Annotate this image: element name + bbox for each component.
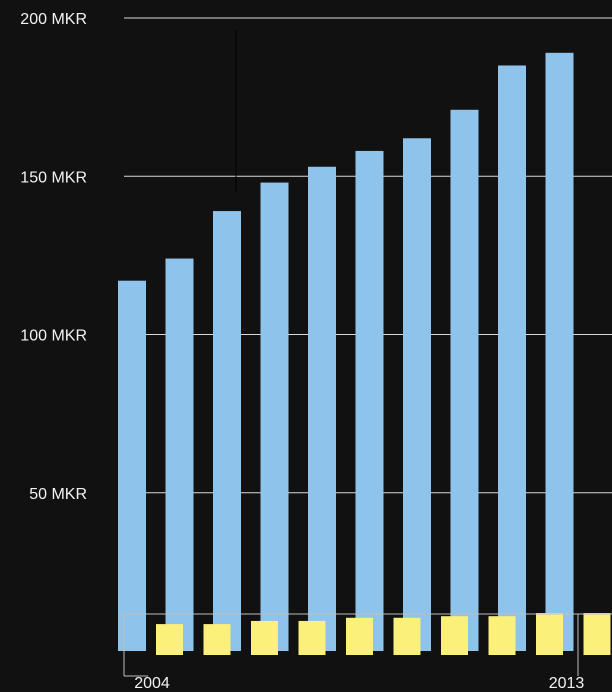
secondary-bar-2006 [251, 620, 278, 655]
secondary-bar-2007 [298, 620, 326, 655]
secondary-bar-2013 [583, 613, 611, 655]
bar-2005 [165, 258, 194, 651]
bar-2007 [260, 182, 289, 651]
x-tick-label: 2004 [134, 675, 170, 692]
secondary-bar-2008 [346, 617, 373, 655]
y-axis-tick-labels: 200 MKR 150 MKR 100 MKR 50 MKR [20, 11, 87, 503]
x-axis [123, 30, 612, 677]
secondary-bar-2010 [441, 616, 468, 655]
y-tick-label: 50 MKR [29, 486, 87, 503]
y-tick-label: 100 MKR [20, 328, 87, 345]
bar-2008 [308, 166, 336, 651]
bar-2013 [545, 52, 574, 651]
bar-2004 [118, 280, 146, 651]
bar-2012 [498, 65, 526, 652]
x-axis-tick-labels: 2004 2013 [134, 675, 584, 692]
secondary-bar-2005 [203, 624, 231, 655]
y-tick-label: 150 MKR [20, 169, 87, 186]
secondary-bar-2012 [536, 613, 563, 655]
bars-secondary-series [156, 613, 611, 655]
y-tick-label: 200 MKR [20, 11, 87, 28]
bar-2006 [213, 211, 241, 651]
bar-2011 [450, 109, 479, 651]
x-tick-label: 2013 [549, 675, 585, 692]
secondary-bar-2009 [393, 617, 421, 655]
bar-2010 [403, 138, 431, 651]
secondary-bar-2011 [488, 616, 516, 655]
bar-2009 [355, 150, 384, 651]
secondary-bar-2004 [156, 624, 183, 655]
bars-main-series [118, 52, 574, 652]
